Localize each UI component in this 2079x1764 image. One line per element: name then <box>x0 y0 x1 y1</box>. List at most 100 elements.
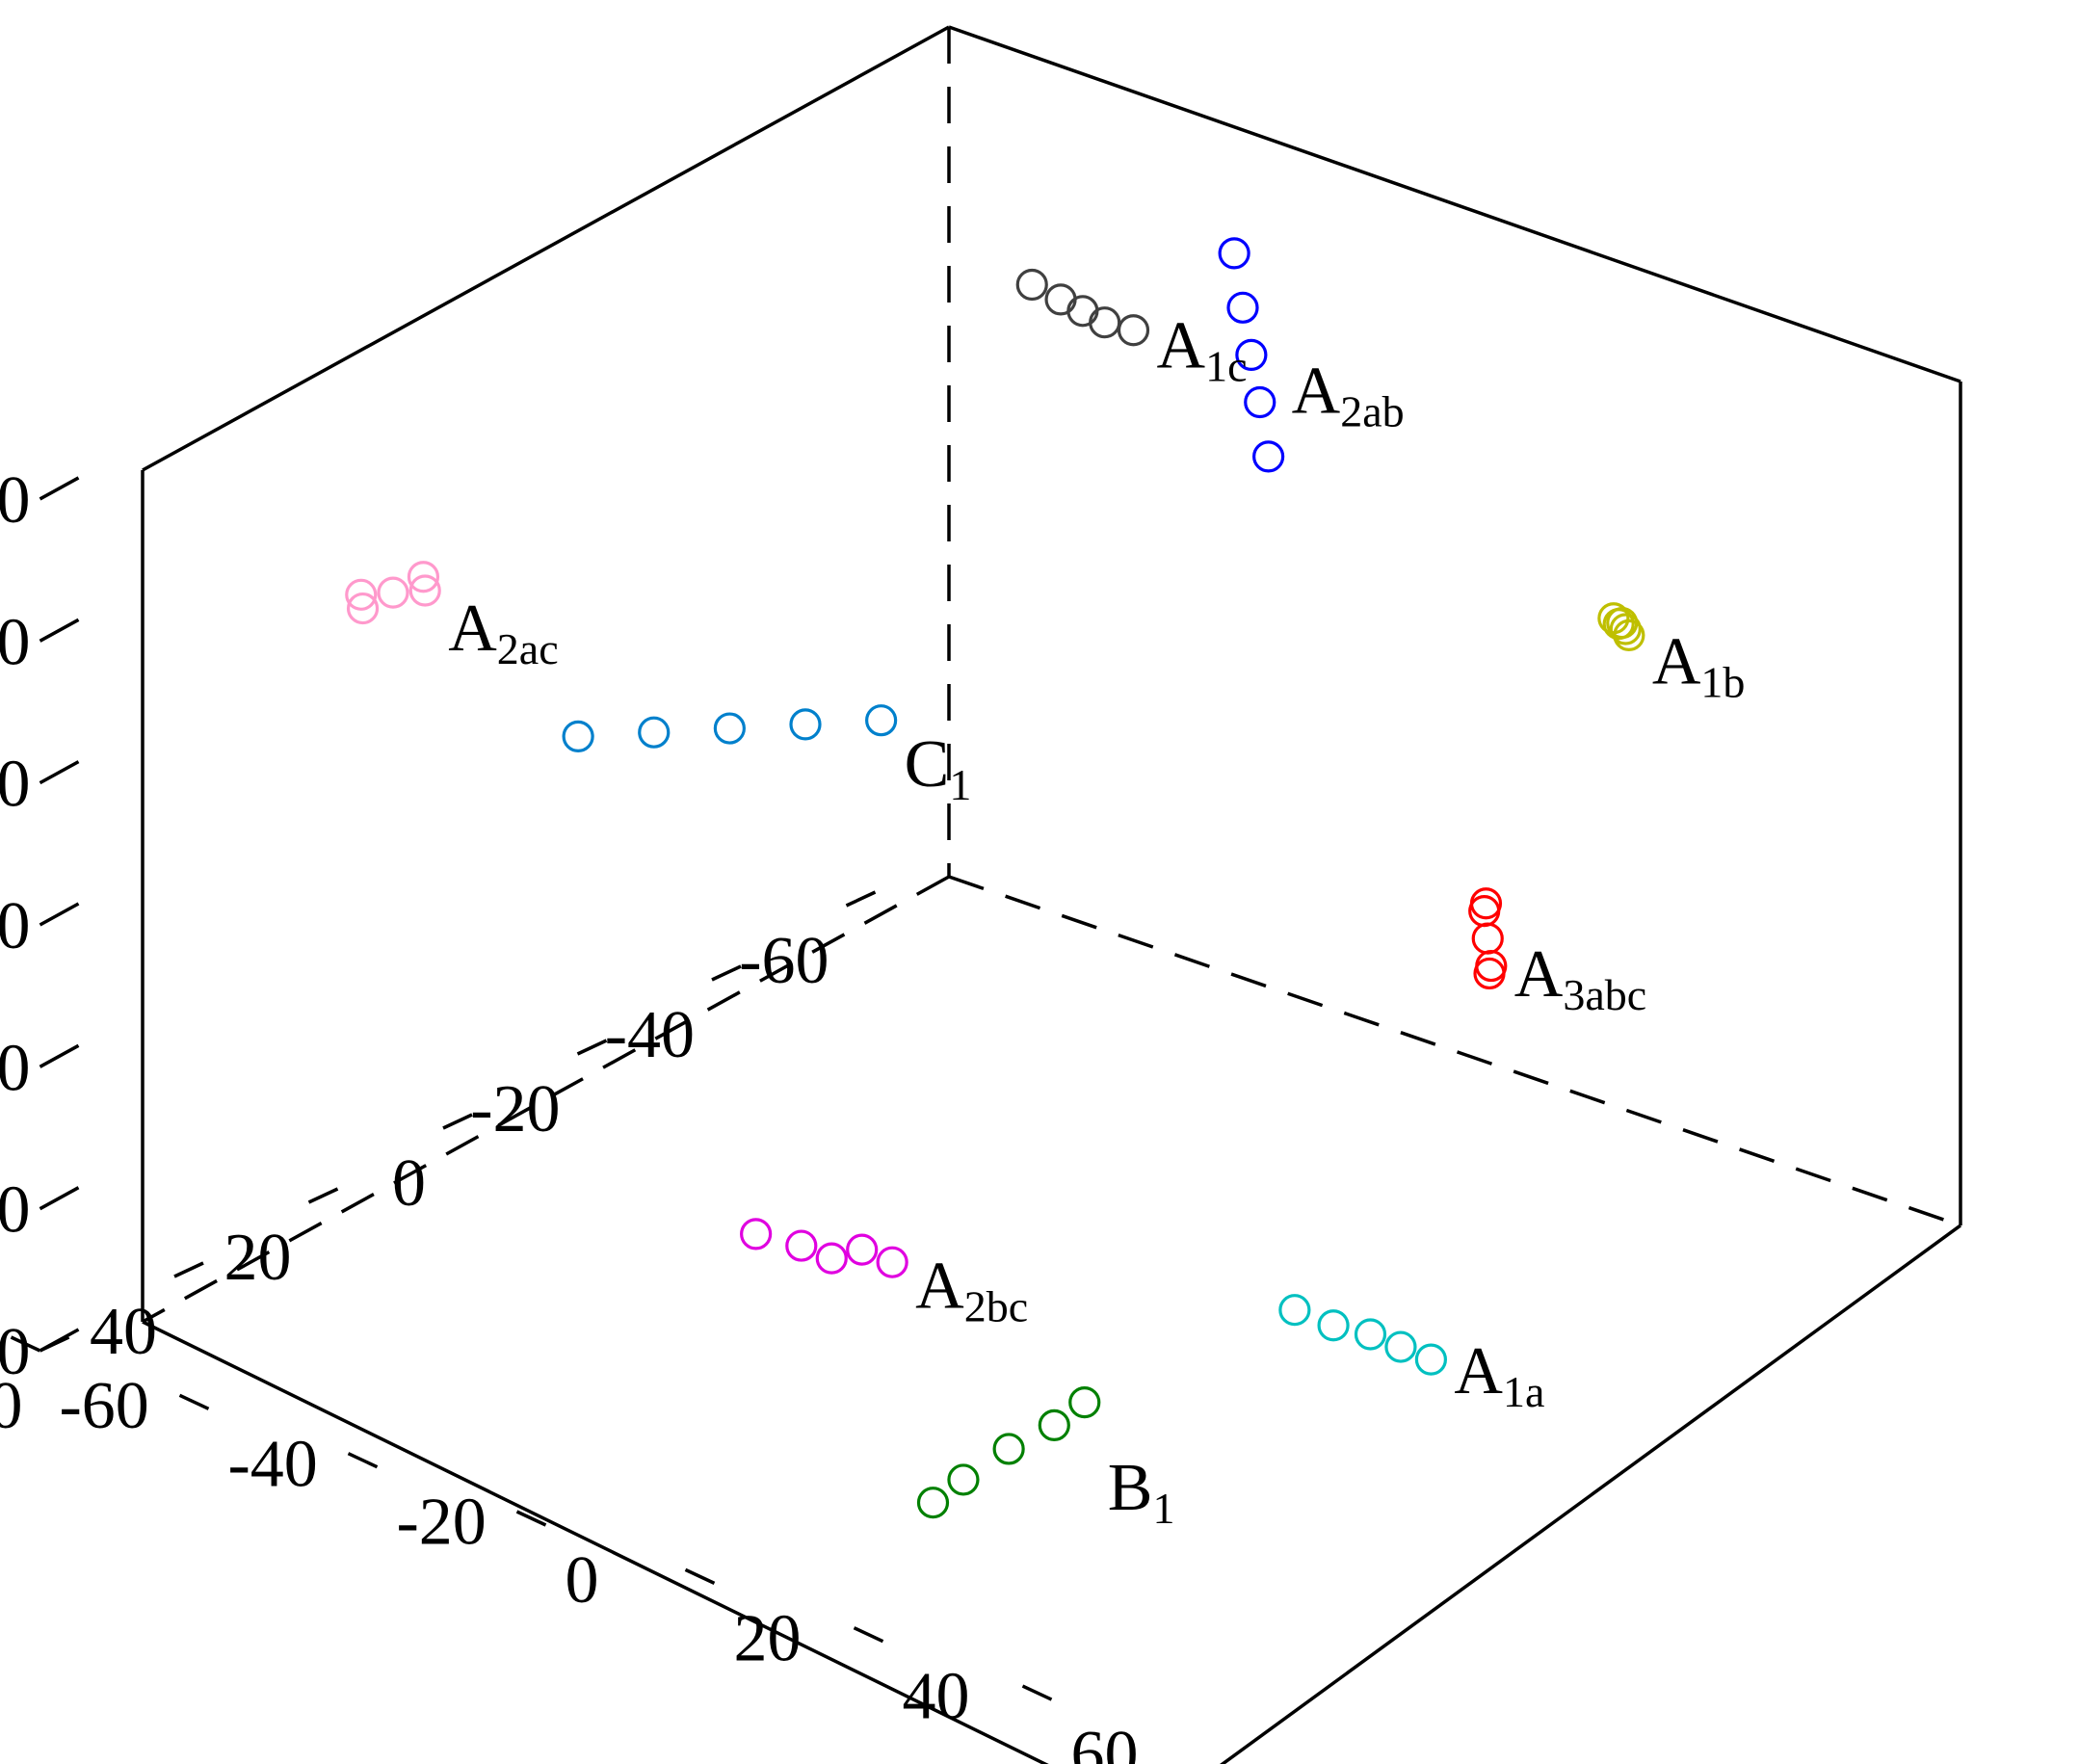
cluster-label-sub: 1c <box>1205 341 1247 390</box>
data-point <box>947 1463 980 1496</box>
z-tick <box>39 618 80 643</box>
y-axis-line <box>1220 1224 1962 1764</box>
z-tick-label: 40 <box>0 605 31 679</box>
y-tick-label: 40 <box>903 1660 970 1734</box>
box-edge-top-left <box>142 25 950 472</box>
cluster-label-sub: 2bc <box>964 1281 1028 1330</box>
data-point <box>1384 1330 1417 1363</box>
x-tick <box>711 964 742 982</box>
data-point <box>1252 440 1285 473</box>
cluster-label-main: A <box>1292 354 1341 428</box>
data-point <box>562 720 594 752</box>
data-point <box>992 1433 1025 1465</box>
box-edge-top-right <box>948 25 1961 383</box>
cluster-label-main: A <box>915 1249 964 1323</box>
cluster-label-sub: 1 <box>1152 1484 1174 1533</box>
data-point <box>815 1242 848 1275</box>
z-tick-label: 0 <box>0 889 31 963</box>
data-point <box>1038 1409 1070 1441</box>
tick-labels: -60 -40 -20 0 20 40 60 60 40 20 0 -20 -40 -60 -60 -40 -2… <box>0 463 1139 1764</box>
cluster-A3abc <box>1468 887 1508 990</box>
tick-marks <box>10 476 1053 1701</box>
cluster-label: C1 <box>905 727 972 809</box>
cluster-label-main: A <box>1514 937 1564 1012</box>
cluster-A1b <box>1597 602 1645 651</box>
data-point <box>876 1246 908 1278</box>
z-tick-label: 60 <box>0 463 31 538</box>
z-tick-label: 20 <box>0 748 31 822</box>
cluster-label: A2ab <box>1292 354 1405 435</box>
cluster-label-sub: 3abc <box>1563 970 1646 1019</box>
z-tick <box>39 902 80 927</box>
data-point <box>916 1487 950 1519</box>
y-tick <box>684 1567 716 1585</box>
x-axis-line <box>142 1320 1049 1764</box>
cluster-label-main: C <box>905 727 950 802</box>
y-tick <box>515 1510 547 1527</box>
cluster-label-sub: 1b <box>1700 658 1745 707</box>
data-point <box>1244 385 1276 419</box>
x-tick-label: -60 <box>739 924 829 998</box>
data-point <box>1354 1318 1387 1351</box>
x-tick <box>173 1261 204 1278</box>
data-point <box>1609 613 1642 645</box>
cluster-label-sub: 1a <box>1503 1367 1544 1416</box>
x-tick <box>845 890 877 908</box>
cluster-label: A1b <box>1652 625 1746 707</box>
data-point <box>1235 338 1268 371</box>
data-point <box>1015 268 1048 302</box>
cluster-label-sub: 2ab <box>1340 386 1404 435</box>
data-point <box>1066 295 1099 328</box>
cluster-C1 <box>562 704 898 752</box>
cluster-A1c <box>1015 268 1150 347</box>
z-tick-label: -60 <box>0 1315 31 1389</box>
cluster-label: A3abc <box>1514 937 1646 1019</box>
y-tick-label: 0 <box>566 1543 599 1618</box>
x-tick-label: 0 <box>392 1146 426 1221</box>
x-tick <box>442 1113 473 1130</box>
data-point <box>407 561 440 593</box>
y-tick-label: -40 <box>228 1427 318 1501</box>
data-point <box>713 712 746 745</box>
data-point <box>638 716 671 749</box>
y-tick-label: 60 <box>1071 1718 1139 1764</box>
cluster-label-sub: 1 <box>949 760 971 809</box>
y-tick <box>853 1626 884 1644</box>
data-point <box>789 708 822 741</box>
x-tick <box>39 1335 70 1353</box>
data-point <box>785 1229 818 1262</box>
y-tick-label: 20 <box>734 1601 802 1675</box>
data-point <box>1317 1309 1350 1342</box>
cluster-A2bc <box>740 1218 908 1278</box>
z-tick <box>39 1043 80 1068</box>
z-tick <box>39 476 80 501</box>
cluster-label-main: B <box>1108 1451 1153 1525</box>
data-point <box>1469 887 1503 920</box>
cluster-A2ac <box>345 561 441 625</box>
data-clusters <box>345 237 1645 1519</box>
data-point <box>1278 1294 1311 1327</box>
data-point <box>408 574 441 607</box>
data-point <box>865 704 898 737</box>
cluster-label-main: A <box>1157 308 1206 382</box>
z-tick <box>39 760 80 785</box>
x-tick-label: 60 <box>0 1369 23 1443</box>
data-point <box>1226 291 1259 324</box>
x-tick-label: -20 <box>470 1072 560 1146</box>
data-point <box>1414 1343 1448 1376</box>
data-point <box>1117 314 1150 347</box>
cluster-label: A2bc <box>915 1249 1028 1330</box>
data-point <box>1089 306 1121 339</box>
cluster-A1a <box>1278 1294 1448 1376</box>
data-point <box>740 1218 773 1251</box>
y-tick <box>1021 1684 1053 1701</box>
cluster-A2ab <box>1218 237 1285 473</box>
x-tick-label: 40 <box>90 1295 157 1369</box>
x-tick <box>576 1039 608 1056</box>
data-point <box>377 576 409 609</box>
cluster-label-main: A <box>1652 625 1701 699</box>
z-tick-label: -40 <box>0 1173 31 1248</box>
